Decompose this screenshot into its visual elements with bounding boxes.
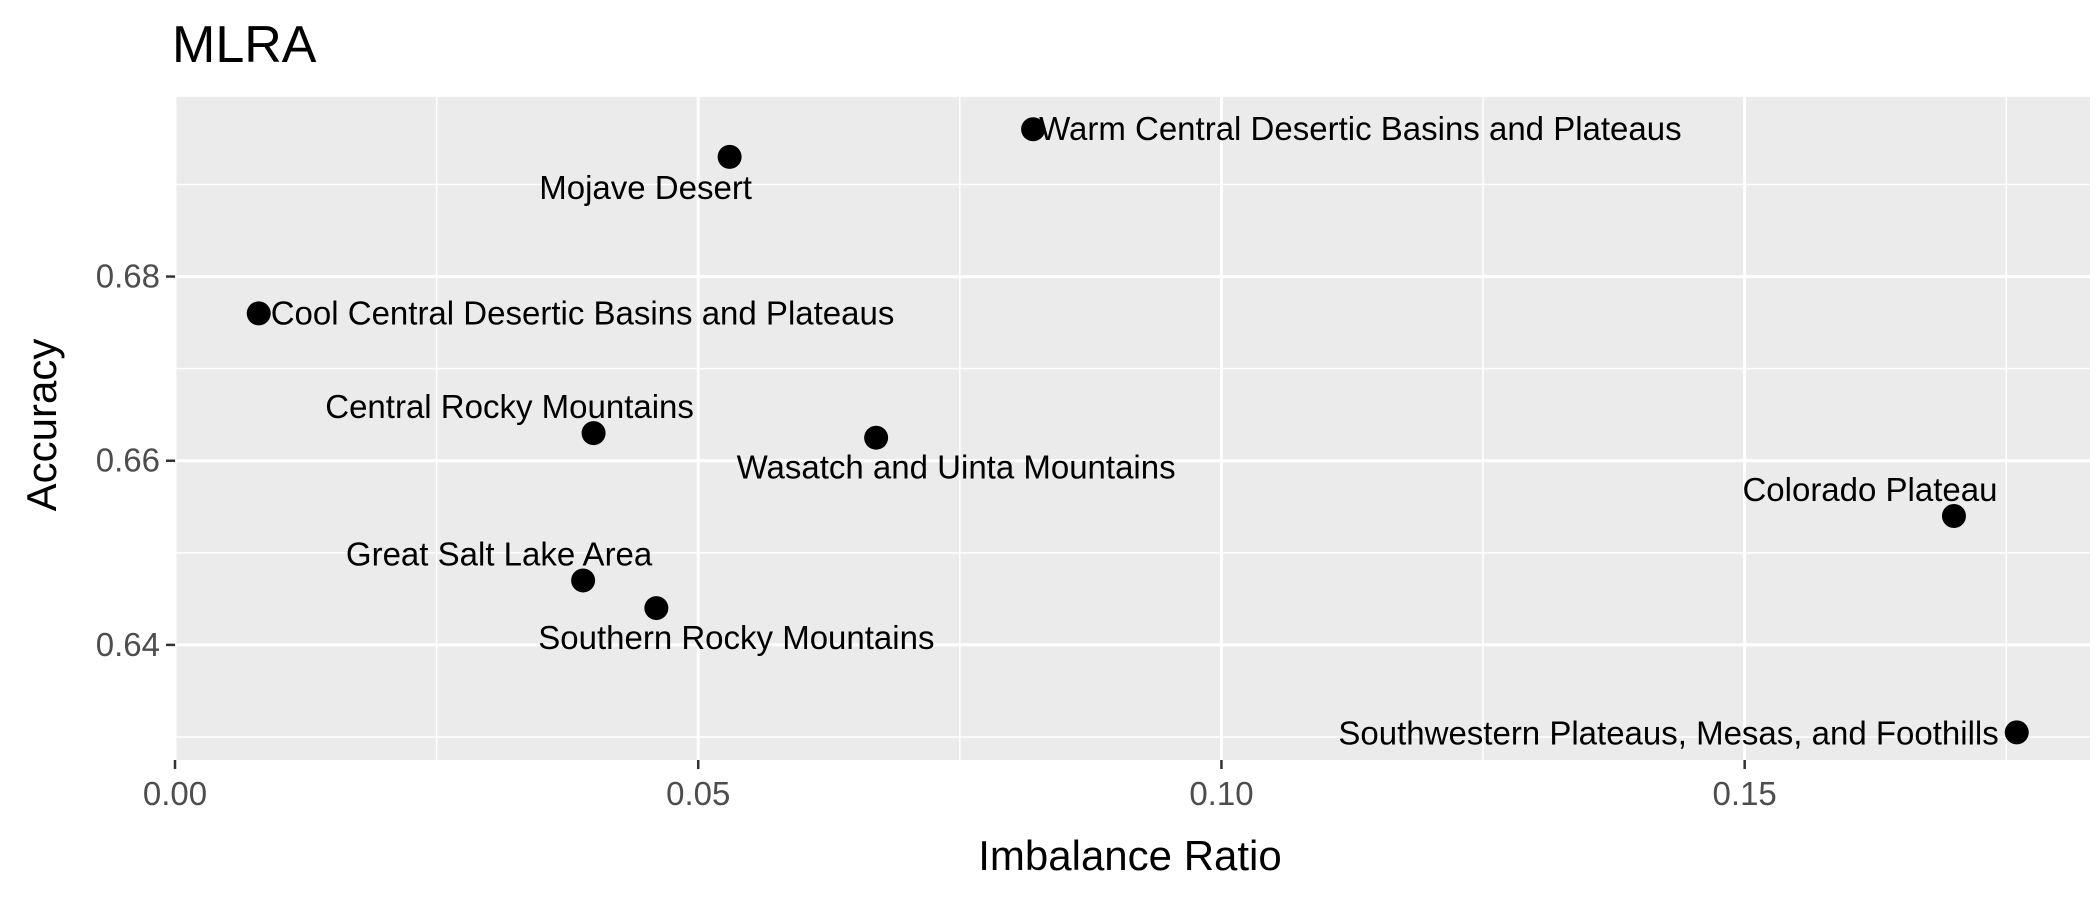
data-point [644,596,669,621]
point-label: Cool Central Desertic Basins and Plateau… [271,294,895,331]
point-label: Colorado Plateau [1742,471,1997,508]
point-label: Great Salt Lake Area [346,535,653,572]
y-tick-label: 0.68 [96,258,160,295]
point-label: Wasatch and Uinta Mountains [737,449,1176,486]
point-label: Southwestern Plateaus, Mesas, and Foothi… [1338,714,1998,751]
y-tick-label: 0.64 [96,626,160,663]
data-point [864,425,889,450]
plot-background [175,97,2090,760]
y-axis-title: Accuracy [18,339,65,512]
x-tick-label: 0.00 [143,775,207,812]
point-labels: Warm Central Desertic Basins and Plateau… [271,110,1999,751]
y-tick-label: 0.66 [96,442,160,479]
grid-lines [173,97,2090,760]
plot-panel [175,97,2090,760]
point-label: Mojave Desert [539,169,752,206]
x-tick-label: 0.15 [1713,775,1777,812]
point-label: Central Rocky Mountains [325,388,694,425]
data-point [581,421,606,446]
data-points [246,117,2029,745]
x-tick-label: 0.05 [666,775,730,812]
x-tick-label: 0.10 [1189,775,1253,812]
point-label: Warm Central Desertic Basins and Plateau… [1039,110,1682,147]
data-point [571,568,596,593]
x-axis-title: Imbalance Ratio [978,832,1282,879]
point-label: Southern Rocky Mountains [538,619,934,656]
axis-ticks: 0.00 0.05 0.10 0.15 0.64 0.66 0.68 [96,258,1777,812]
chart-title: MLRA [172,16,317,74]
data-point [1021,117,1046,142]
data-point [2004,720,2029,745]
data-point [717,144,742,169]
data-point [246,301,271,326]
data-point [1941,503,1966,528]
